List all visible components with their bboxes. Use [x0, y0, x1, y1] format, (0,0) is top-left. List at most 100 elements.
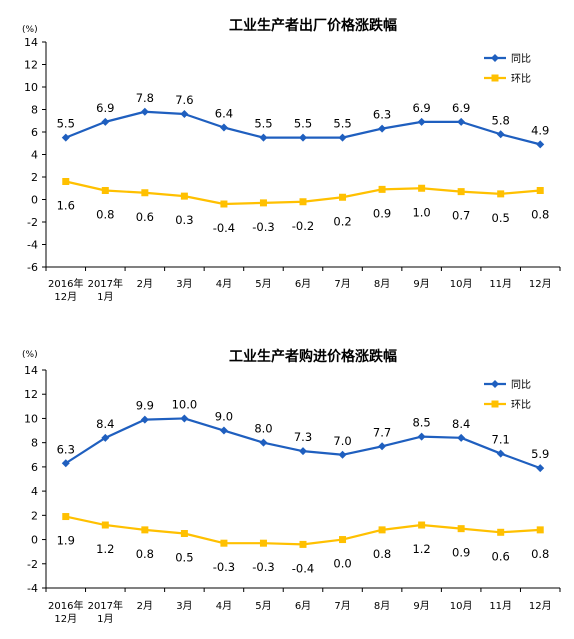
data-label: 0.8 — [96, 208, 114, 222]
y-tick-label: 8 — [31, 437, 38, 450]
x-tick-label: 12月 — [529, 278, 552, 290]
data-point — [417, 117, 426, 126]
y-tick-label: 2 — [31, 509, 38, 522]
data-label: 7.0 — [333, 434, 351, 448]
legend-marker — [491, 54, 499, 62]
x-tick-label: 9月 — [413, 600, 429, 612]
legend-marker — [491, 380, 499, 388]
data-label: 7.3 — [294, 430, 312, 444]
x-tick-label: 8月 — [374, 278, 390, 290]
x-tick-label: 7月 — [334, 278, 350, 290]
x-tick-label: 2017年 — [88, 599, 123, 612]
data-point — [457, 117, 466, 126]
y-tick-label: -4 — [27, 582, 38, 595]
data-point — [299, 133, 307, 142]
x-tick-label: 12月 — [529, 600, 552, 612]
legend-label: 同比 — [511, 53, 531, 65]
x-tick-label: 3月 — [176, 600, 192, 612]
data-label: 0.7 — [452, 209, 470, 223]
x-tick-label: 6月 — [295, 278, 311, 290]
y-tick-label: 12 — [24, 59, 38, 72]
data-point — [496, 130, 505, 139]
data-point — [457, 525, 465, 533]
x-tick-label: 11月 — [489, 600, 512, 612]
data-label: -0.3 — [252, 220, 274, 234]
y-tick-label: 0 — [31, 194, 38, 207]
data-label: 6.3 — [373, 108, 391, 122]
x-tick-label: 8月 — [374, 600, 390, 612]
data-label: 8.5 — [412, 416, 430, 430]
data-label: 0.8 — [136, 547, 154, 561]
data-label: 6.4 — [215, 107, 233, 121]
data-label: 7.1 — [492, 433, 510, 447]
y-tick-label: 6 — [31, 461, 38, 474]
data-label: 1.6 — [57, 199, 75, 213]
data-label: 9.0 — [215, 410, 233, 424]
y-tick-label: -2 — [27, 558, 38, 571]
legend-label: 环比 — [511, 399, 531, 411]
y-axis-unit: (%) — [22, 25, 38, 35]
data-label: 0.8 — [373, 547, 391, 561]
y-tick-label: -4 — [27, 239, 38, 252]
data-label: 1.9 — [57, 534, 75, 548]
data-point — [497, 528, 505, 536]
data-point — [180, 192, 188, 200]
data-label: 7.8 — [136, 91, 154, 105]
data-point — [418, 184, 426, 192]
data-point — [536, 464, 545, 473]
x-tick-label: 4月 — [216, 278, 232, 290]
data-label: 7.7 — [373, 425, 391, 439]
data-label: 1.0 — [412, 205, 430, 219]
data-point — [140, 415, 149, 424]
ppi-factory-price-chart: 工业生产者出厂价格涨跌幅 (%) 14 12 10 8 6 4 2 0 -2 -4 -6 2016年 12月… — [22, 17, 561, 303]
x-tick-label: 2月 — [137, 600, 153, 612]
data-point — [418, 521, 426, 529]
x-tick-label: 2月 — [137, 278, 153, 290]
y-axis-unit: (%) — [22, 350, 38, 360]
data-point — [61, 459, 70, 468]
x-tick-label: 2017年 — [88, 277, 123, 290]
x-tick-label: 12月 — [54, 291, 77, 303]
chart-title: 工业生产者购进价格涨跌幅 — [229, 348, 397, 365]
y-tick-label: 10 — [24, 81, 38, 94]
data-point — [299, 540, 307, 548]
x-tick-label: 1月 — [97, 613, 113, 625]
x-tick-label: 6月 — [295, 600, 311, 612]
data-label: 5.9 — [531, 447, 549, 461]
x-tick-label: 12月 — [54, 613, 77, 625]
data-point — [141, 526, 149, 534]
data-point — [536, 526, 544, 534]
data-point — [338, 450, 347, 459]
data-label: 8.4 — [96, 417, 114, 431]
data-label: 0.0 — [333, 557, 351, 571]
data-label: 5.5 — [57, 117, 75, 131]
data-label: 8.0 — [254, 422, 272, 436]
y-tick-label: 4 — [31, 485, 38, 498]
data-point — [339, 193, 347, 201]
y-tick-label: 2 — [31, 171, 38, 184]
data-label: 1.2 — [412, 542, 430, 556]
data-point — [101, 187, 109, 194]
data-point — [220, 539, 228, 547]
data-point — [101, 117, 110, 126]
data-label: 0.8 — [531, 547, 549, 561]
data-point — [339, 536, 347, 544]
data-point — [496, 449, 505, 458]
ppi-purchase-price-chart: 工业生产者购进价格涨跌幅 (%) 14 12 10 8 6 4 2 0 -2 -4 2016年 12月 20… — [0, 320, 574, 639]
data-point — [62, 513, 70, 521]
data-point — [536, 187, 544, 194]
ppi-factory-price-chart-svg: 工业生产者出厂价格涨跌幅(%)14121086420-2-4-62016年12月… — [22, 17, 561, 303]
x-tick-label: 1月 — [97, 291, 113, 303]
data-point — [259, 133, 268, 142]
data-label: 4.9 — [531, 123, 549, 137]
y-tick-label: 0 — [31, 534, 38, 547]
y-tick-label: 6 — [31, 126, 38, 139]
data-label: 0.2 — [333, 214, 351, 228]
data-label: 8.4 — [452, 417, 470, 431]
data-point — [299, 198, 307, 206]
data-label: 0.6 — [492, 549, 510, 563]
ppi-purchase-price-chart-svg: 工业生产者购进价格涨跌幅(%)14121086420-2-42016年12月20… — [22, 348, 561, 625]
data-label: -0.4 — [292, 561, 314, 575]
data-point — [259, 199, 267, 207]
data-label: 6.9 — [452, 101, 470, 115]
